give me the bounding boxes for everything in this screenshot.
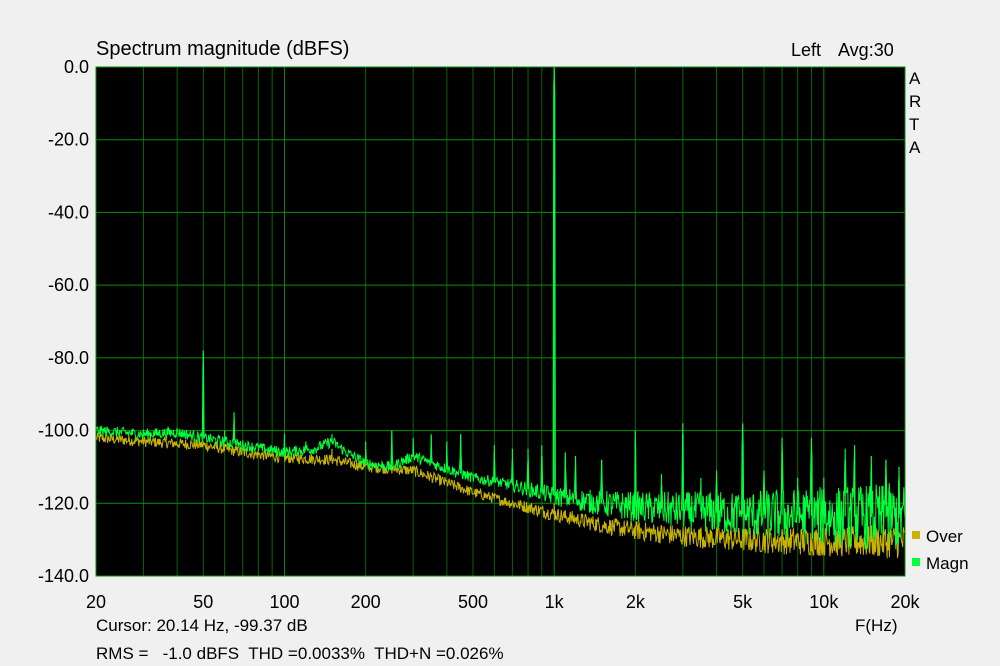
measurement-stats: RMS = -1.0 dBFS THD =0.0033% THD+N =0.02… xyxy=(96,644,504,663)
y-tick-label: -100.0 xyxy=(38,421,89,441)
y-tick-labels: 0.0 -20.0 -40.0 -60.0 -80.0 -100.0 -120.0 -140.… xyxy=(38,57,89,586)
y-tick-label: -140.0 xyxy=(38,566,89,586)
legend-label-magn: Magn xyxy=(926,554,969,573)
arta-brand: A R T A xyxy=(909,69,921,157)
y-tick-label: -40.0 xyxy=(48,202,89,222)
plot-frame xyxy=(95,66,906,577)
series-line-magn xyxy=(95,70,906,550)
brand-letter: A xyxy=(909,138,921,157)
plot-area xyxy=(96,67,905,576)
series-layer xyxy=(95,67,906,559)
x-tick-labels: 20 50 100 200 500 1k 2k 5k 10k 20k xyxy=(86,592,921,612)
series-line-over xyxy=(95,432,906,559)
y-tick-label: -60.0 xyxy=(48,275,89,295)
x-axis-label: F(Hz) xyxy=(855,616,897,635)
x-tick-label: 1k xyxy=(545,592,565,612)
x-tick-label: 20k xyxy=(890,592,920,612)
x-tick-label: 5k xyxy=(733,592,753,612)
y-tick-label: 0.0 xyxy=(64,57,89,77)
x-tick-label: 500 xyxy=(458,592,488,612)
legend: Over Magn xyxy=(912,527,969,573)
y-tick-label: -80.0 xyxy=(48,348,89,368)
legend-label-over: Over xyxy=(926,527,963,546)
brand-letter: A xyxy=(909,69,921,88)
averaging-label: Avg:30 xyxy=(838,40,894,60)
cursor-readout: Cursor: 20.14 Hz, -99.37 dB xyxy=(96,616,308,635)
brand-letter: T xyxy=(909,115,919,134)
plot-title: Spectrum magnitude (dBFS) xyxy=(96,38,349,60)
x-tick-label: 2k xyxy=(626,592,646,612)
y-tick-label: -120.0 xyxy=(38,493,89,513)
x-tick-label: 10k xyxy=(809,592,839,612)
y-tick-label: -20.0 xyxy=(48,130,89,150)
x-tick-label: 200 xyxy=(351,592,381,612)
channel-label: Left xyxy=(791,40,821,60)
x-tick-label: 20 xyxy=(86,592,106,612)
legend-swatch-over xyxy=(912,531,920,539)
x-tick-label: 50 xyxy=(193,592,213,612)
legend-swatch-magn xyxy=(912,558,920,566)
brand-letter: R xyxy=(909,92,921,111)
x-tick-label: 100 xyxy=(269,592,299,612)
